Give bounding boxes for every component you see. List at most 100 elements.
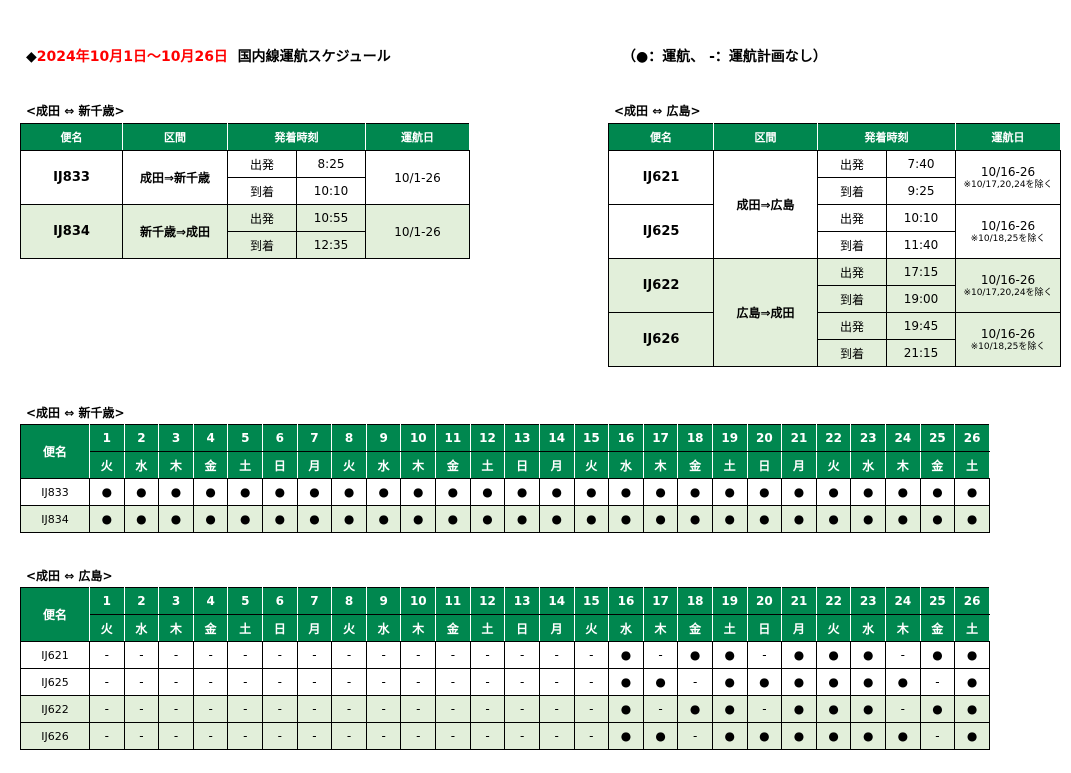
operating-mark: ● <box>815 641 852 669</box>
flight-no: IJ621 <box>608 150 714 205</box>
no-service-mark: - <box>504 695 540 723</box>
operating-mark: ● <box>642 478 679 506</box>
header-days: 運航日 <box>955 123 1061 151</box>
dep-time: 7:40 <box>886 150 956 178</box>
date-header: 16 <box>608 424 644 452</box>
operating-mark: ● <box>469 478 506 506</box>
date-header: 20 <box>746 424 783 452</box>
operating-mark: ● <box>538 505 575 533</box>
operating-mark: ● <box>885 668 921 696</box>
operating-mark: ● <box>919 695 956 723</box>
operating-mark: ● <box>608 505 644 533</box>
operating-mark: ● <box>850 695 887 723</box>
date-header: 3 <box>158 587 194 615</box>
date-header: 1 <box>89 587 125 615</box>
page-title: ◆2024年10月1日～10月26日 国内線運航スケジュール <box>26 46 391 66</box>
no-service-mark: - <box>123 668 160 696</box>
operating-mark: ● <box>850 722 887 750</box>
operating-mark: ● <box>642 668 679 696</box>
flight-no: IJ625 <box>20 668 90 696</box>
operating-mark: ● <box>573 505 610 533</box>
no-service-mark: - <box>469 722 506 750</box>
date-header: 15 <box>573 424 610 452</box>
no-service-mark: - <box>296 641 333 669</box>
no-service-mark: - <box>262 722 298 750</box>
operating-mark: ● <box>504 505 540 533</box>
operating-mark: ● <box>365 505 402 533</box>
no-service-mark: - <box>123 722 160 750</box>
date-header: 9 <box>365 587 402 615</box>
no-service-mark: - <box>885 641 921 669</box>
flight-no: IJ626 <box>608 312 714 367</box>
operating-mark: ● <box>815 505 852 533</box>
dep-time: 10:55 <box>296 204 366 232</box>
weekday-header: 木 <box>885 614 921 642</box>
operating-mark: ● <box>781 641 817 669</box>
flight-no: IJ622 <box>608 258 714 313</box>
operating-mark: ● <box>711 641 748 669</box>
dep-time: 10:10 <box>886 204 956 232</box>
operating-mark: ● <box>781 695 817 723</box>
operating-mark: ● <box>815 668 852 696</box>
operating-mark: ● <box>677 478 713 506</box>
no-service-mark: - <box>400 722 437 750</box>
date-header: 10 <box>400 587 437 615</box>
dep-label: 出発 <box>817 258 887 286</box>
no-service-mark: - <box>677 722 713 750</box>
header-flight: 便名 <box>608 123 714 151</box>
weekday-header: 水 <box>365 614 402 642</box>
no-service-mark: - <box>89 668 125 696</box>
diamond-icon: ◆ <box>26 49 37 65</box>
date-header: 4 <box>192 587 229 615</box>
operating-mark: ● <box>746 722 783 750</box>
no-service-mark: - <box>538 722 575 750</box>
caption-chitose: <成田 ⇔ 新千歳> <box>26 104 125 118</box>
weekday-header: 水 <box>850 451 887 479</box>
date-header: 17 <box>642 424 679 452</box>
date-header: 7 <box>296 587 333 615</box>
operating-mark: ● <box>365 478 402 506</box>
weekday-header: 金 <box>435 614 471 642</box>
weekday-header: 月 <box>781 614 817 642</box>
arr-label: 到着 <box>817 177 887 205</box>
operating-mark: ● <box>435 505 471 533</box>
weekday-header: 土 <box>711 451 748 479</box>
weekday-header: 火 <box>573 451 610 479</box>
date-header: 22 <box>815 424 852 452</box>
date-header: 14 <box>538 424 575 452</box>
operating-mark: ● <box>296 505 333 533</box>
header-days: 運航日 <box>365 123 470 151</box>
no-service-mark: - <box>400 695 437 723</box>
no-service-mark: - <box>331 722 367 750</box>
weekday-header: 月 <box>296 614 333 642</box>
weekday-header: 日 <box>746 614 783 642</box>
date-header: 26 <box>954 587 990 615</box>
weekday-header: 火 <box>331 451 367 479</box>
arr-time: 21:15 <box>886 339 956 367</box>
no-service-mark: - <box>296 695 333 723</box>
flight-no: IJ626 <box>20 722 90 750</box>
no-service-mark: - <box>504 722 540 750</box>
dep-label: 出発 <box>227 150 297 178</box>
operating-mark: ● <box>919 478 956 506</box>
date-header: 18 <box>677 587 713 615</box>
no-service-mark: - <box>227 722 264 750</box>
route: 新千歳⇒成田 <box>122 204 228 259</box>
no-service-mark: - <box>469 641 506 669</box>
no-service-mark: - <box>365 641 402 669</box>
no-service-mark: - <box>227 668 264 696</box>
date-header: 25 <box>919 587 956 615</box>
flight-no: IJ621 <box>20 641 90 669</box>
flight-no: IJ625 <box>608 204 714 259</box>
no-service-mark: - <box>435 668 471 696</box>
no-service-mark: - <box>262 641 298 669</box>
date-header: 16 <box>608 587 644 615</box>
date-header: 12 <box>469 424 506 452</box>
route: 成田⇒広島 <box>713 150 818 259</box>
weekday-header: 日 <box>746 451 783 479</box>
weekday-header: 火 <box>331 614 367 642</box>
days-note: ※10/17,20,24を除く <box>963 179 1053 190</box>
date-header: 2 <box>123 587 160 615</box>
weekday-header: 土 <box>227 614 264 642</box>
operating-mark: ● <box>850 505 887 533</box>
